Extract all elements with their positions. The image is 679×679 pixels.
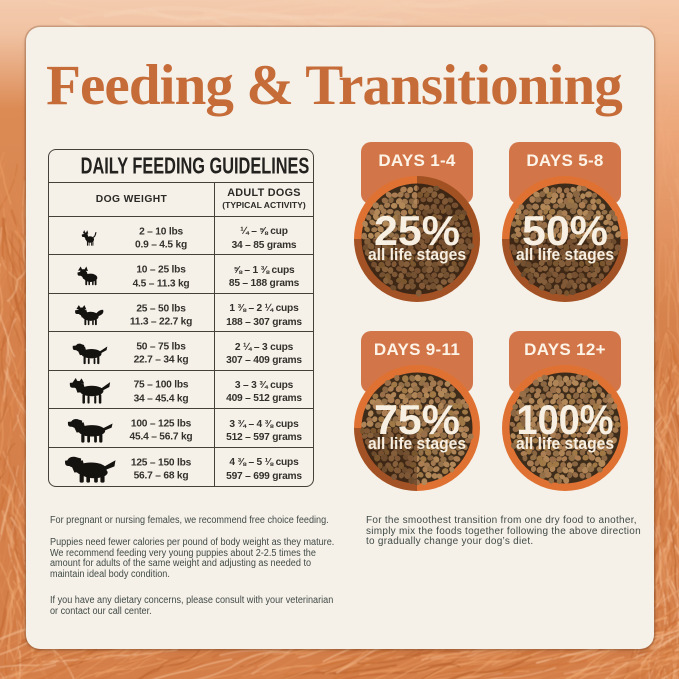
svg-text:100%: 100% <box>517 396 614 443</box>
svg-text:all life stages: all life stages <box>368 245 466 264</box>
svg-text:DAYS 1-4: DAYS 1-4 <box>378 151 456 170</box>
svg-text:DAYS 9-11: DAYS 9-11 <box>374 340 460 359</box>
svg-text:all life stages: all life stages <box>516 245 614 264</box>
svg-text:25%: 25% <box>374 207 460 254</box>
svg-text:50%: 50% <box>522 207 608 254</box>
svg-text:75%: 75% <box>374 396 460 443</box>
svg-text:DAYS 5-8: DAYS 5-8 <box>526 151 603 170</box>
svg-text:DAYS 12+: DAYS 12+ <box>524 340 606 359</box>
svg-text:all life stages: all life stages <box>516 434 614 453</box>
svg-text:all life stages: all life stages <box>368 434 466 453</box>
